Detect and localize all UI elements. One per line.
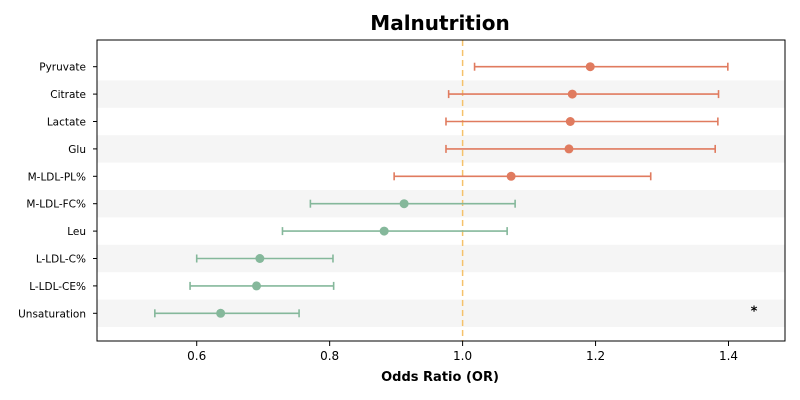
or-point xyxy=(564,144,574,154)
or-point xyxy=(216,308,226,318)
y-tick-label: L-LDL-CE% xyxy=(29,281,86,293)
plot-marks: * xyxy=(154,62,758,319)
y-tick-label: Leu xyxy=(67,226,86,238)
y-tick-label: M-LDL-PL% xyxy=(28,171,86,183)
or-point xyxy=(255,254,265,263)
or-point xyxy=(399,199,409,209)
x-tick-label: 0.8 xyxy=(320,349,339,363)
y-tick-labels: Pyruvate Citrate Lactate Glu M-LDL-PL% M-LDL-… xyxy=(18,62,97,320)
x-axis-label: Odds Ratio (OR) xyxy=(381,370,499,385)
or-point xyxy=(252,281,262,291)
y-tick-label: Glu xyxy=(68,144,86,156)
or-point xyxy=(585,62,595,72)
y-tick-label: Lactate xyxy=(47,117,86,129)
y-tick-label: Unsaturation xyxy=(18,308,86,320)
axes-frame xyxy=(96,39,786,342)
significance-marker: * xyxy=(751,304,758,319)
x-tick-label: 1.2 xyxy=(586,349,605,363)
y-tick-label: Pyruvate xyxy=(39,62,86,74)
x-tick-label: 1.4 xyxy=(719,349,738,363)
y-tick-label: M-LDL-FC% xyxy=(26,199,86,211)
or-point xyxy=(379,226,389,236)
x-tick-labels: 0.6 0.8 1.0 1.2 1.4 xyxy=(187,341,738,363)
x-tick-label: 1.0 xyxy=(453,349,472,363)
chart-title: Malnutrition xyxy=(370,11,509,35)
or-point xyxy=(567,89,577,99)
or-point xyxy=(565,117,575,126)
or-point xyxy=(506,171,516,181)
x-tick-label: 0.6 xyxy=(187,349,206,363)
y-tick-label: Citrate xyxy=(50,89,86,101)
y-tick-label: L-LDL-C% xyxy=(36,254,86,266)
